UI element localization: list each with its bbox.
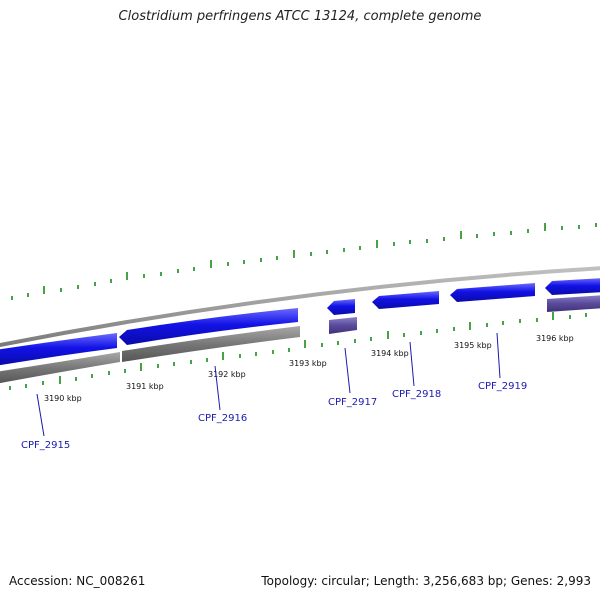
gene-label-cpf-2916[interactable]: CPF_2916 <box>198 413 247 424</box>
kbp-label: 3195 kbp <box>454 341 492 350</box>
gene-arrow-cpf-2919[interactable] <box>450 283 535 302</box>
kbp-label: 3192 kbp <box>208 370 246 379</box>
shadow-strand <box>0 295 600 384</box>
gene-arrow-cpf-2916[interactable] <box>119 308 298 345</box>
shadow-bar <box>547 295 600 312</box>
leader-line-cpf-2918 <box>409 341 415 387</box>
shadow-bar <box>122 326 300 362</box>
kbp-label: 3191 kbp <box>126 382 164 391</box>
accession-label: Accession: NC_008261 <box>9 574 146 588</box>
kbp-label: 3196 kbp <box>536 334 574 343</box>
leader-line-cpf-2917 <box>344 347 351 394</box>
leader-line-cpf-2916 <box>214 365 221 411</box>
gene-arrow-cpf-2917[interactable] <box>327 299 355 315</box>
inner-tick-ring: 3190 kbp 3191 kbp 3192 kbp 3193 kbp 3194… <box>9 312 587 403</box>
kbp-label: 3190 kbp <box>44 394 82 403</box>
kbp-label: 3193 kbp <box>289 359 327 368</box>
kbp-label: 3194 kbp <box>371 349 409 358</box>
gene-label-cpf-2918[interactable]: CPF_2918 <box>392 389 441 400</box>
leader-line-cpf-2915 <box>36 393 45 437</box>
gene-arrow-cpf-2915[interactable] <box>0 333 117 366</box>
gene-label-cpf-2915[interactable]: CPF_2915 <box>21 440 70 451</box>
gene-arrow-next[interactable] <box>545 278 600 295</box>
shadow-bar <box>0 352 120 384</box>
genome-backbone <box>0 266 600 348</box>
genome-summary-label: Topology: circular; Length: 3,256,683 bp… <box>261 574 591 588</box>
leader-line-cpf-2919 <box>496 332 501 379</box>
gene-leader-lines <box>36 332 501 437</box>
gene-arrows <box>0 278 600 366</box>
shadow-bar <box>329 317 357 334</box>
gene-label-cpf-2917[interactable]: CPF_2917 <box>328 397 377 408</box>
gene-arrow-cpf-2918[interactable] <box>372 291 439 309</box>
gene-label-cpf-2919[interactable]: CPF_2919 <box>478 381 527 392</box>
outer-tick-ring <box>11 223 597 300</box>
gene-labels: CPF_2915 CPF_2916 CPF_2917 CPF_2918 CPF_… <box>21 381 527 451</box>
map-title: Clostridium perfringens ATCC 13124, comp… <box>118 9 482 24</box>
